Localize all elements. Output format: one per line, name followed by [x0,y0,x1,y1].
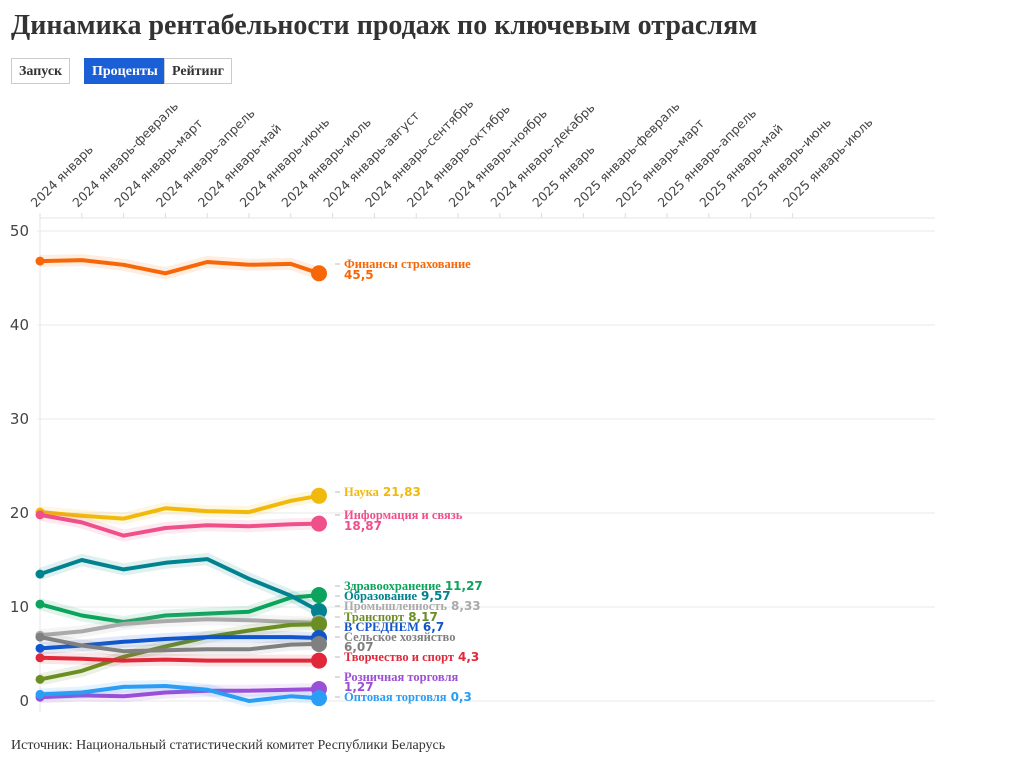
series-end-point [311,487,327,504]
series-start-point [35,256,45,266]
series-name: Транспорт [344,610,404,624]
series-name: Оптовая торговля [344,690,447,704]
series-line-10 [39,687,320,700]
series-value: 6,7 [423,620,444,634]
play-button[interactable]: Запуск [11,58,71,84]
series-value: 18,87 [344,519,382,533]
y-tick-label: 20 [10,504,29,522]
series-line-5 [39,617,320,638]
series-end-point [311,652,327,669]
series-start-point [35,653,45,663]
y-tick-label: 40 [10,316,29,334]
series-name: В СРЕДНЕМ [344,620,419,634]
y-tick-label: 30 [10,410,29,428]
series-end-point [311,587,327,604]
series-label: В СРЕДНЕМ 6,7 [344,620,444,634]
series-label: Финансы страхование 45,5 [344,257,471,282]
series-line-0 [39,258,320,276]
series-value: 1,27 [344,680,374,694]
series-start-point [35,689,45,699]
series-label: Транспорт 8,17 [344,610,438,624]
y-tick-label: 0 [19,692,29,710]
source-note: Источник: Национальный статистический ко… [11,738,446,753]
series-line-8 [39,635,320,654]
series-label: Сельское хозяйство 6,07 [344,630,455,654]
series-value: 11,27 [445,579,483,593]
series-line-1 [39,493,320,521]
series-value: 4,3 [458,650,479,664]
series-start-point [35,569,45,579]
series-name: Творчество и спорт [344,650,454,664]
series-name: Финансы страхование [344,257,471,271]
series-value: 45,5 [344,268,374,282]
series-start-point [35,510,45,520]
series-name: Промышленность [344,599,447,613]
series-line-11 [39,684,320,703]
series-start-point [35,674,45,684]
rating-button[interactable]: Рейтинг [164,58,233,84]
series-value: 0,3 [451,690,472,704]
series-label: Розничная торговля 1,27 [344,670,458,694]
series-name: Информация и связь [344,508,463,522]
series-start-point [35,643,45,653]
series-name: Наука [344,485,380,499]
series-label: Творчество и спорт 4,3 [344,650,479,664]
series-line-6 [39,622,320,682]
series-line-2 [39,512,320,538]
series-line-4 [39,557,320,613]
series-value: 9,57 [421,589,451,603]
series-label: Промышленность 8,33 [344,599,481,613]
series-start-point [35,599,45,609]
series-name: Здравоохранение [344,579,441,593]
series-value: 21,83 [383,485,421,499]
series-name: Образование [344,589,417,603]
page-title: Динамика рентабельности продаж по ключев… [11,10,758,41]
series-name: Розничная торговля [344,670,458,684]
series-end-point [311,690,327,707]
series-name: Сельское хозяйство [344,630,455,644]
series-label: Образование 9,57 [344,589,451,603]
series-start-point [35,632,45,642]
series-value: 8,33 [451,599,481,613]
series-value: 6,07 [344,640,374,654]
series-value: 8,17 [408,610,438,624]
series-line-3 [39,593,320,624]
series-end-point [311,616,327,633]
series-label: Наука 21,83 [344,485,421,499]
series-end-point [311,265,327,282]
series-line-9 [39,655,319,663]
series-end-point [311,603,327,620]
series-label: Информация и связь 18,87 [344,508,463,533]
series-end-point [311,635,327,652]
series-end-point [311,515,327,532]
series-label: Здравоохранение 11,27 [344,579,483,593]
series-label: Оптовая торговля 0,3 [344,690,472,704]
y-tick-label: 10 [10,598,29,616]
y-tick-label: 50 [10,222,29,240]
